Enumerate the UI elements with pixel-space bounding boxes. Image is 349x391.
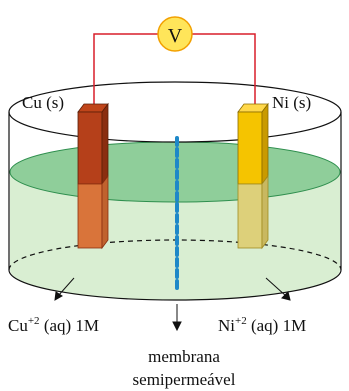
membrane-arrowhead: [172, 321, 182, 332]
voltmeter-symbol: V: [168, 25, 183, 47]
copper-ion-charge: +2: [28, 315, 40, 327]
voltmeter-circle: [157, 16, 193, 52]
right-solution-arrowhead: [281, 291, 291, 301]
copper-solution-label: Cu+2 (aq) 1M: [8, 315, 99, 335]
external-wire: [93, 33, 256, 106]
nickel-electrode-front: [237, 111, 263, 185]
copper-electrode-submerged: [77, 183, 103, 249]
left-solution-arrowhead: [54, 291, 63, 301]
right-solution-arrow: [265, 277, 287, 297]
copper-electrode-label: Cu (s): [22, 93, 64, 112]
nickel-electrode-label: Ni (s): [272, 93, 311, 112]
copper-electrode-submerged-side: [101, 174, 109, 250]
voltmeter: V: [157, 16, 193, 52]
nickel-solution-label: Ni+2 (aq) 1M: [218, 315, 306, 335]
copper-solution-rest: (aq) 1M: [40, 316, 99, 335]
container-bottom-front: [8, 269, 342, 301]
nickel-ion: Ni: [218, 316, 235, 335]
copper-ion: Cu: [8, 316, 28, 335]
membrane-label-line2: semipermeável: [133, 370, 236, 389]
copper-electrode-side: [101, 102, 109, 186]
pointer-arrows: [54, 277, 291, 332]
nickel-solution-rest: (aq) 1M: [247, 316, 306, 335]
copper-electrode-front: [77, 111, 103, 185]
copper-electrode: [77, 102, 109, 250]
container-rim: [8, 81, 342, 143]
nickel-electrode-side: [261, 102, 269, 186]
nickel-electrode-submerged-side: [261, 174, 269, 250]
nickel-electrode-submerged: [237, 183, 263, 249]
membrane-label-line1: membrana: [148, 347, 220, 366]
left-solution-arrow: [57, 277, 75, 297]
nickel-ion-charge: +2: [235, 315, 247, 327]
nickel-electrode: [237, 102, 269, 250]
